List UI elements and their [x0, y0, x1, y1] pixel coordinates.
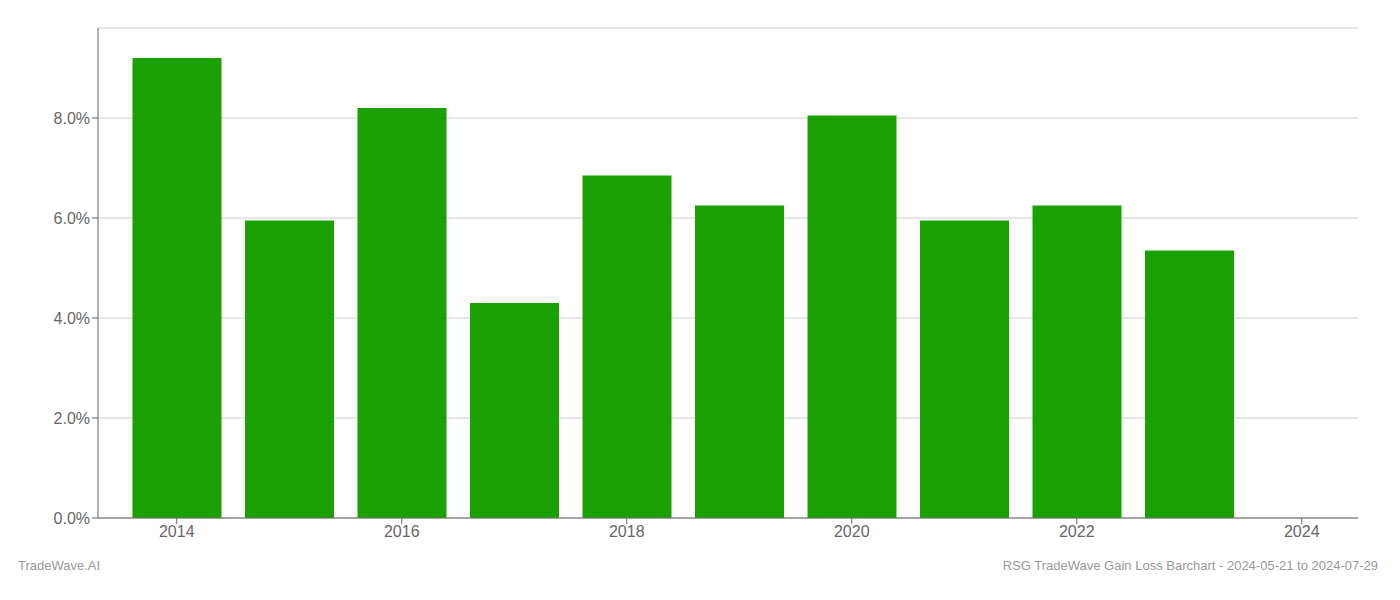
svg-text:2.0%: 2.0%	[54, 410, 90, 427]
svg-text:2024: 2024	[1284, 523, 1320, 540]
svg-text:0.0%: 0.0%	[54, 510, 90, 527]
svg-text:4.0%: 4.0%	[54, 310, 90, 327]
svg-text:8.0%: 8.0%	[54, 110, 90, 127]
svg-text:2014: 2014	[159, 523, 195, 540]
svg-text:2018: 2018	[609, 523, 645, 540]
svg-text:2022: 2022	[1059, 523, 1095, 540]
svg-text:2016: 2016	[384, 523, 420, 540]
svg-text:2020: 2020	[834, 523, 870, 540]
html-text:TradeWave.AI: TradeWave.AI	[18, 558, 101, 573]
html-text:RSG TradeWave Gain Loss Barcha: RSG TradeWave Gain Loss Barchart - 2024-…	[1002, 558, 1378, 573]
svg-text:6.0%: 6.0%	[54, 210, 90, 227]
